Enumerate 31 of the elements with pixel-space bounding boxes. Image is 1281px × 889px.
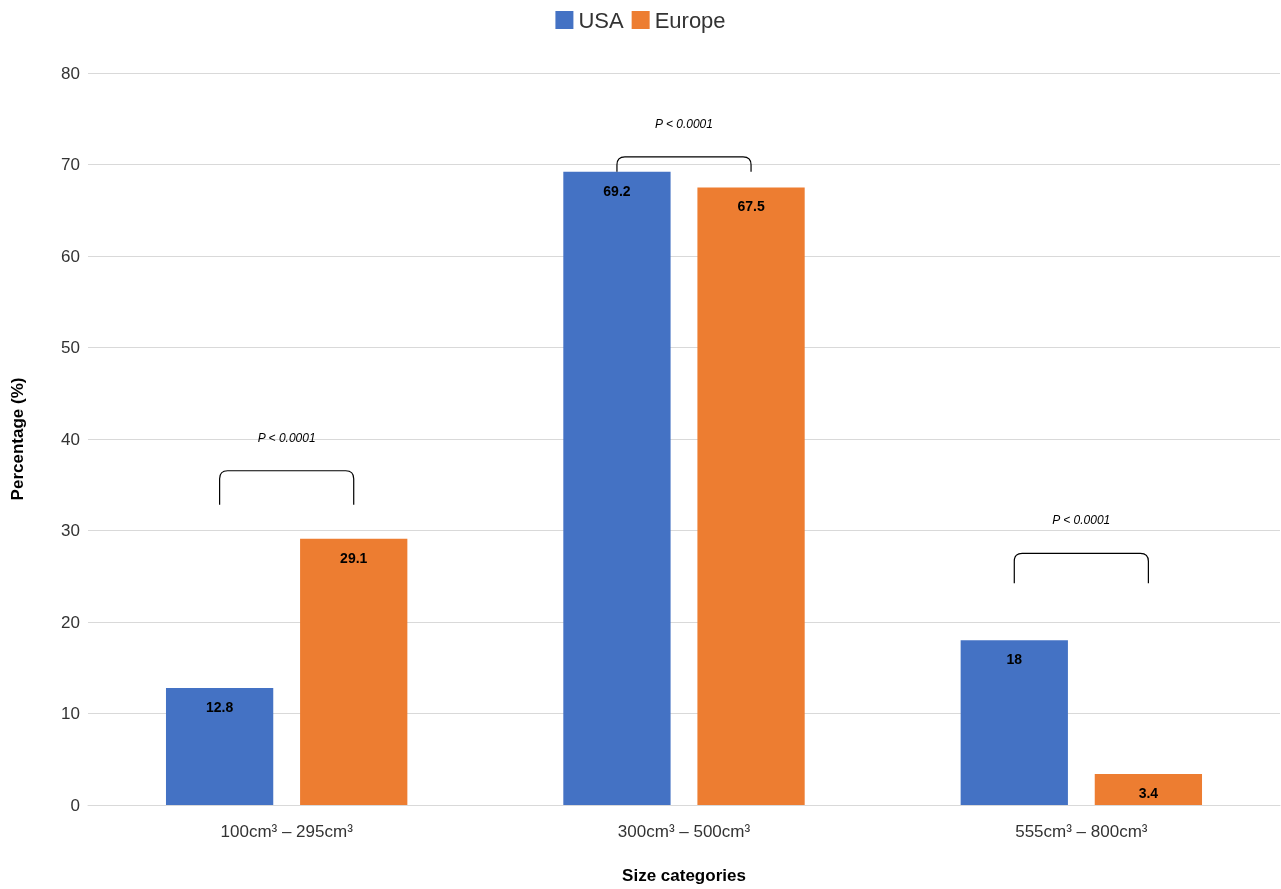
annotation: P < 0.0001: [655, 116, 713, 131]
bar: [697, 187, 805, 805]
data-label: 67.5: [737, 198, 765, 215]
y-tick-label: 80: [61, 63, 80, 83]
annotation: P < 0.0001: [1052, 513, 1111, 528]
data-label: 29.1: [340, 549, 368, 566]
data-label: 3.4: [1138, 784, 1159, 801]
annotation: P < 0.0001: [257, 430, 316, 445]
bar: [1094, 773, 1203, 805]
y-axis-title: Percentage (%): [8, 377, 27, 501]
x-axis-title: Size categories: [622, 866, 746, 885]
y-tick-label: 60: [61, 246, 80, 266]
y-tick-label: 10: [61, 704, 80, 723]
y-tick-label: 50: [61, 338, 80, 357]
legend-label: USA: [578, 7, 624, 33]
x-tick-label: 300cm³ – 500cm³: [617, 822, 751, 841]
legend-label: Europe: [654, 7, 726, 33]
y-tick-label: 20: [61, 612, 80, 632]
bar: [165, 687, 274, 805]
bar: [300, 538, 408, 805]
data-label: 18: [1006, 651, 1023, 668]
x-tick-label: 100cm³ – 295cm³: [220, 822, 354, 841]
data-label: 12.8: [205, 698, 234, 715]
bar: [563, 171, 671, 805]
y-tick-label: 70: [61, 155, 80, 174]
bar: [960, 640, 1068, 805]
y-tick-label: 30: [61, 521, 80, 540]
x-tick-label: 555cm³ – 800cm³: [1015, 822, 1148, 841]
y-tick-label: 40: [61, 429, 80, 449]
y-tick-label: 0: [70, 795, 80, 815]
data-label: 69.2: [603, 182, 631, 199]
